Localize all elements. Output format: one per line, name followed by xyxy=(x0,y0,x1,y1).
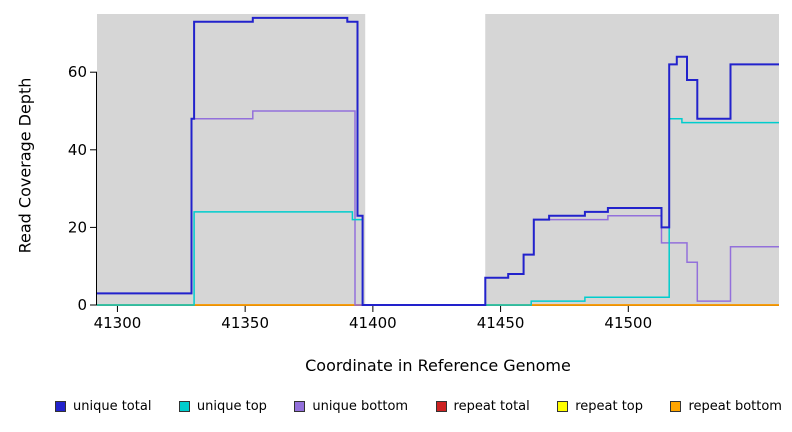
x-axis-title: Coordinate in Reference Genome xyxy=(305,356,571,375)
series-unique-total xyxy=(97,16,779,306)
y-tick-label: 60 xyxy=(68,63,87,81)
series-unique-top xyxy=(97,118,779,306)
plot-area: 41300 41350 41400 41450 41500 0 20 40 60 xyxy=(68,14,779,332)
legend-item-repeat-bottom: repeat bottom xyxy=(670,399,782,414)
y-tick-label: 0 xyxy=(77,296,87,314)
legend-label-repeat-total: repeat total xyxy=(453,399,530,414)
legend-item-repeat-total: repeat total xyxy=(435,399,530,414)
legend-label-unique-bottom: unique bottom xyxy=(312,399,409,414)
shaded-region xyxy=(485,14,779,305)
x-tick-label: 41400 xyxy=(349,314,397,332)
x-tick-label: 41450 xyxy=(477,314,525,332)
legend: unique total unique top unique bottom repea… xyxy=(0,399,792,414)
legend-swatch-unique-top xyxy=(178,401,190,412)
x-tick-label: 41300 xyxy=(94,314,142,332)
legend-label-repeat-top: repeat top xyxy=(575,399,643,414)
legend-item-unique-total: unique total xyxy=(55,399,151,414)
legend-swatch-unique-total xyxy=(55,401,66,412)
y-tick-label: 40 xyxy=(68,141,87,159)
y-tick-label: 20 xyxy=(68,218,87,236)
legend-label-unique-top: unique top xyxy=(196,399,267,414)
legend-label-unique-total: unique total xyxy=(73,399,152,414)
shaded-region xyxy=(97,14,366,305)
legend-label-repeat-bottom: repeat bottom xyxy=(688,399,782,414)
x-tick-label: 41350 xyxy=(221,314,269,332)
legend-item-repeat-top: repeat top xyxy=(557,399,643,414)
legend-swatch-unique-bottom xyxy=(294,401,306,412)
legend-swatch-repeat-total xyxy=(435,401,447,412)
legend-item-unique-bottom: unique bottom xyxy=(294,399,408,414)
legend-swatch-repeat-top xyxy=(557,401,569,412)
x-tick-label: 41500 xyxy=(604,314,652,332)
legend-swatch-repeat-bottom xyxy=(670,401,682,412)
legend-item-unique-top: unique top xyxy=(178,399,267,414)
